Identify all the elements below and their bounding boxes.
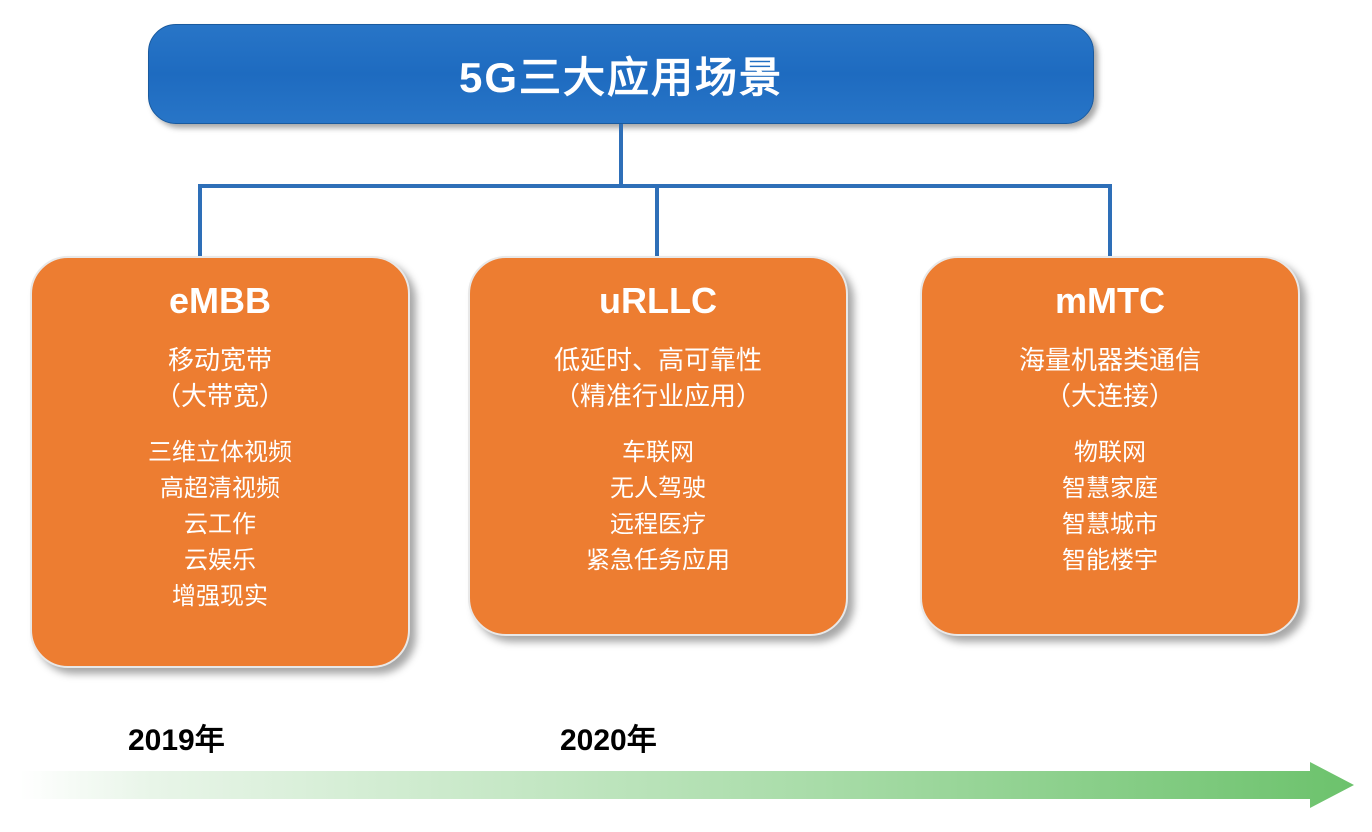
year-label-2: 2020年	[560, 715, 657, 759]
list-item: 智能楼宇	[942, 543, 1278, 579]
card-items: 车联网 无人驾驶 远程医疗 紧急任务应用	[490, 435, 826, 579]
card-mmtc: mMTC 海量机器类通信 （大连接） 物联网 智慧家庭 智慧城市 智能楼宇	[920, 256, 1300, 636]
subtitle-line: （大带宽）	[52, 378, 388, 414]
card-subtitle: 低延时、高可靠性 （精准行业应用）	[490, 342, 826, 415]
card-items: 三维立体视频 高超清视频 云工作 云娱乐 增强现实	[52, 435, 388, 615]
title-box: 5G三大应用场景	[148, 24, 1094, 124]
list-item: 车联网	[490, 435, 826, 471]
year-label-1: 2019年	[128, 715, 225, 759]
list-item: 云工作	[52, 507, 388, 543]
connector-vertical-3	[1108, 184, 1112, 256]
subtitle-line: 海量机器类通信	[942, 342, 1278, 378]
card-items: 物联网 智慧家庭 智慧城市 智能楼宇	[942, 435, 1278, 579]
card-subtitle: 海量机器类通信 （大连接）	[942, 342, 1278, 415]
subtitle-line: 移动宽带	[52, 342, 388, 378]
card-title: uRLLC	[490, 280, 826, 322]
list-item: 智慧家庭	[942, 471, 1278, 507]
card-title: eMBB	[52, 280, 388, 322]
card-title: mMTC	[942, 280, 1278, 322]
list-item: 三维立体视频	[52, 435, 388, 471]
list-item: 无人驾驶	[490, 471, 826, 507]
list-item: 紧急任务应用	[490, 543, 826, 579]
card-urllc: uRLLC 低延时、高可靠性 （精准行业应用） 车联网 无人驾驶 远程医疗 紧急…	[468, 256, 848, 636]
list-item: 远程医疗	[490, 507, 826, 543]
subtitle-line: 低延时、高可靠性	[490, 342, 826, 378]
connector-vertical-2	[655, 184, 659, 256]
connector-vertical-1	[198, 184, 202, 256]
list-item: 增强现实	[52, 579, 388, 615]
subtitle-line: （精准行业应用）	[490, 378, 826, 414]
list-item: 高超清视频	[52, 471, 388, 507]
subtitle-line: （大连接）	[942, 378, 1278, 414]
card-embb: eMBB 移动宽带 （大带宽） 三维立体视频 高超清视频 云工作 云娱乐 增强现…	[30, 256, 410, 668]
connector-vertical-top	[619, 124, 623, 184]
list-item: 智慧城市	[942, 507, 1278, 543]
title-text: 5G三大应用场景	[459, 44, 783, 105]
card-subtitle: 移动宽带 （大带宽）	[52, 342, 388, 415]
list-item: 物联网	[942, 435, 1278, 471]
list-item: 云娱乐	[52, 543, 388, 579]
timeline-arrow	[20, 762, 1354, 808]
